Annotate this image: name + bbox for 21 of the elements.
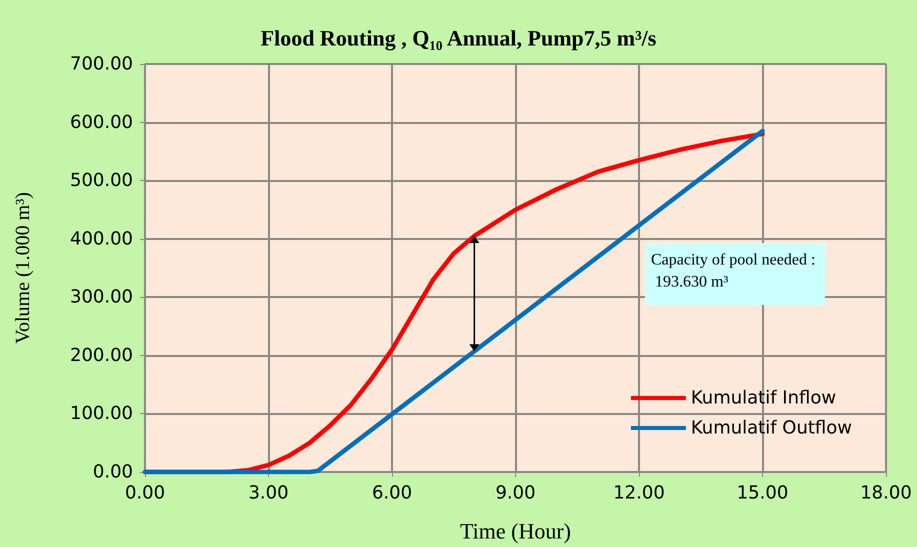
x-tick-label: 15.00: [736, 482, 788, 504]
y-tick-label: 200.00: [70, 344, 133, 366]
y-tick-label: 700.00: [70, 54, 133, 74]
y-tick-label: 0.00: [92, 462, 133, 482]
y-tick-label: 500.00: [70, 170, 133, 192]
y-tick-label: 300.00: [70, 286, 133, 308]
y-tick-label: 100.00: [70, 403, 133, 424]
y-tick-label: 400.00: [70, 228, 133, 250]
x-tick-label: 3.00: [248, 482, 289, 504]
annotation: Capacity of pool needed : 193.630 m³: [651, 252, 816, 290]
x-axis-title: Time (Hour): [460, 518, 572, 544]
legend-label: Kumulatif Outflow: [690, 418, 852, 438]
x-tick-label: 18.00: [860, 482, 912, 504]
x-tick-label: 12.00: [613, 482, 665, 504]
y-tick-label: 600.00: [70, 112, 133, 133]
x-tick-label: 0.00: [124, 482, 166, 504]
legend-label: Kumulatif Inflow: [690, 388, 836, 408]
y-axis-title: Volume (1.000 m³): [12, 192, 34, 344]
x-tick-label: 6.00: [372, 482, 412, 504]
chart-title: Flood Routing , Q₁₀ Annual, Pump7,5 m³/s: [260, 26, 657, 50]
x-tick-label: 9.00: [495, 482, 536, 504]
